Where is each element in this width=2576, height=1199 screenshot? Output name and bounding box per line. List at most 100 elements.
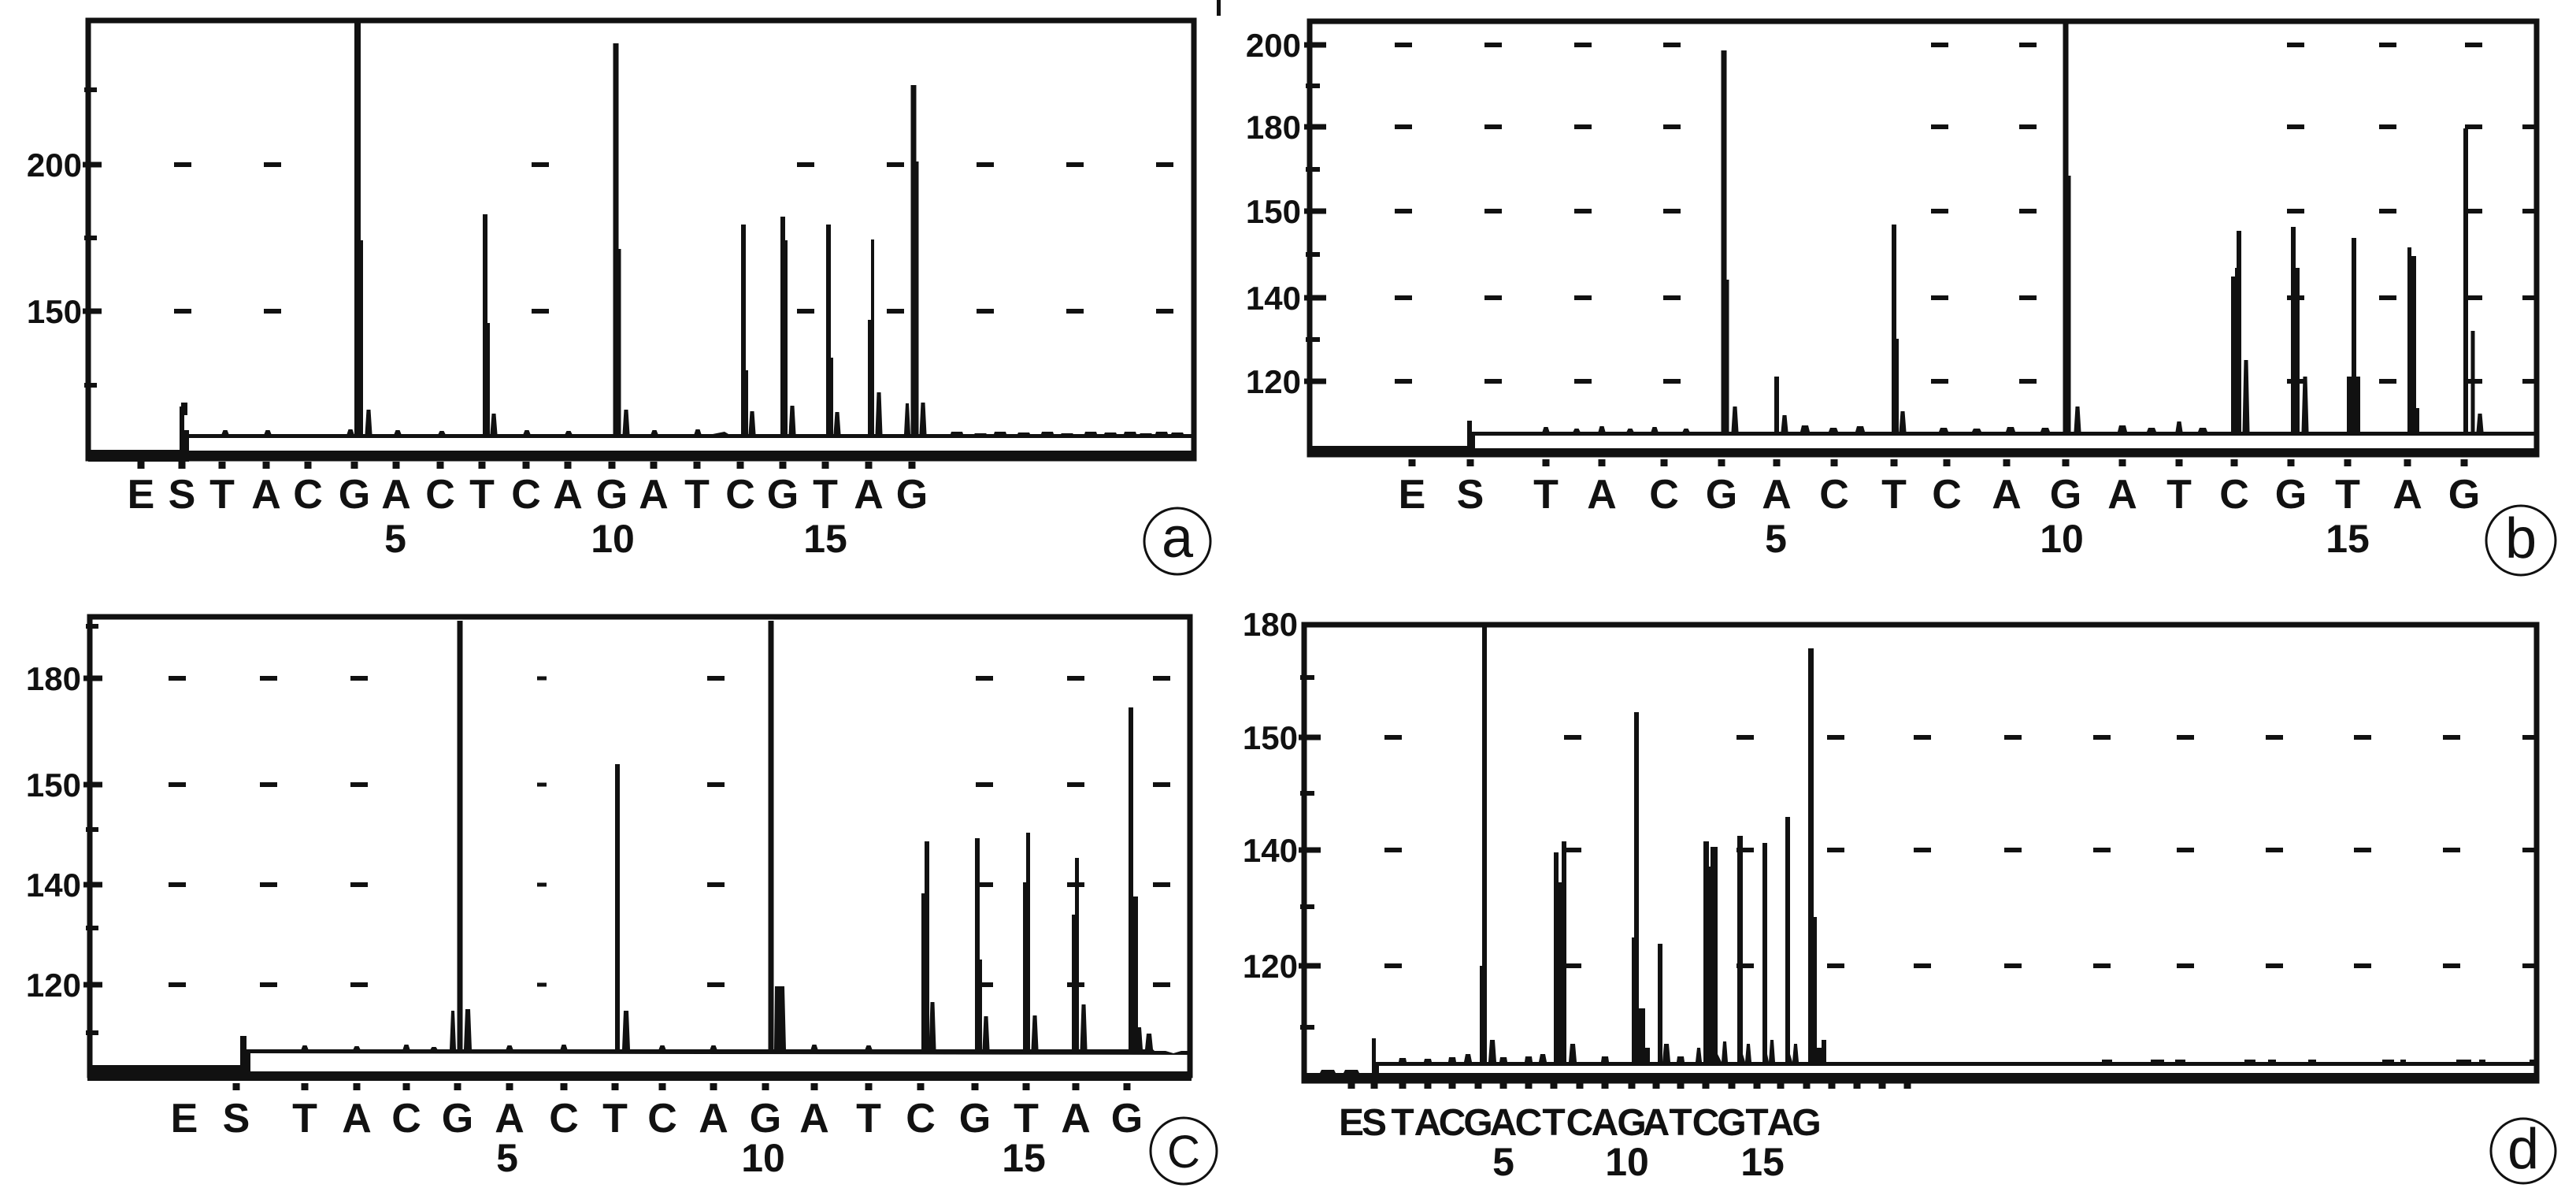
svg-text:150: 150 [26,767,81,804]
svg-text:A: A [1643,1102,1670,1144]
svg-text:C: C [425,472,455,518]
svg-text:A: A [1762,472,1792,518]
svg-text:C: C [293,472,323,518]
svg-text:G: G [750,1096,781,1141]
svg-text:5: 5 [1492,1140,1514,1184]
svg-text:G: G [1617,1102,1646,1144]
svg-text:10: 10 [2040,517,2084,561]
svg-text:140: 140 [1243,832,1298,869]
svg-text:G: G [1717,1102,1746,1144]
svg-text:140: 140 [1246,280,1301,317]
svg-text:S: S [1362,1102,1387,1144]
svg-text:S: S [169,472,196,518]
svg-text:C: C [511,472,541,518]
svg-text:G: G [2448,472,2480,518]
svg-text:T: T [2335,472,2360,518]
svg-text:180: 180 [1243,606,1298,643]
svg-text:T: T [856,1096,881,1141]
svg-text:150: 150 [1246,193,1301,230]
svg-text:5: 5 [1765,517,1787,561]
svg-text:10: 10 [591,517,635,561]
svg-text:A: A [553,472,583,518]
svg-text:A: A [1061,1096,1091,1141]
svg-text:T: T [602,1096,628,1141]
svg-text:C: C [2219,472,2249,518]
svg-text:C: C [1692,1102,1720,1144]
svg-text:C: C [906,1096,936,1141]
svg-text:15: 15 [1002,1136,1046,1180]
svg-text:150: 150 [27,293,82,330]
svg-text:C: C [549,1096,579,1141]
svg-text:T: T [209,472,235,518]
svg-text:A: A [1490,1102,1518,1144]
svg-text:A: A [1414,1102,1442,1144]
svg-text:C: C [1819,472,1849,518]
svg-text:b: b [2505,507,2537,570]
svg-text:T: T [1391,1102,1414,1144]
svg-text:C: C [725,472,755,518]
svg-text:E: E [171,1096,198,1141]
svg-text:E: E [1399,472,1426,518]
svg-text:C: C [647,1096,677,1141]
svg-text:A: A [1587,472,1617,518]
svg-text:A: A [342,1096,372,1141]
svg-text:15: 15 [803,517,847,561]
svg-text:C: C [391,1096,421,1141]
svg-text:C: C [1932,472,1962,518]
svg-text:C: C [1566,1102,1594,1144]
svg-text:A: A [381,472,411,518]
svg-text:5: 5 [496,1136,518,1180]
svg-text:E: E [128,472,155,518]
svg-text:140: 140 [26,867,81,904]
svg-text:G: G [1111,1096,1143,1141]
svg-text:G: G [896,472,928,518]
svg-text:T: T [1533,472,1559,518]
svg-text:T: T [292,1096,317,1141]
svg-text:G: G [339,472,370,518]
svg-text:E: E [1339,1102,1364,1144]
svg-text:A: A [1592,1102,1619,1144]
svg-text:180: 180 [26,660,81,697]
svg-text:10: 10 [1605,1140,1649,1184]
svg-text:T: T [2166,472,2192,518]
svg-text:d: d [2507,1118,2539,1181]
svg-text:T: T [1881,472,1907,518]
svg-text:T: T [1669,1102,1692,1144]
svg-text:200: 200 [1246,27,1301,64]
svg-text:A: A [854,472,884,518]
svg-text:10: 10 [741,1136,785,1180]
svg-text:C: C [1515,1102,1543,1144]
svg-text:G: G [1792,1102,1821,1144]
svg-text:S: S [223,1096,250,1141]
svg-text:S: S [1457,472,1484,518]
svg-text:200: 200 [27,147,82,184]
svg-text:G: G [767,472,799,518]
svg-text:a: a [1162,507,1194,570]
svg-text:T: T [469,472,495,518]
svg-text:120: 120 [1246,363,1301,400]
svg-text:180: 180 [1246,109,1301,146]
svg-text:C: C [1439,1102,1466,1144]
svg-text:G: G [1706,472,1737,518]
svg-text:150: 150 [1243,719,1298,756]
svg-text:T: T [813,472,838,518]
svg-text:A: A [799,1096,829,1141]
svg-text:5: 5 [384,517,406,561]
svg-text:15: 15 [1740,1140,1785,1184]
svg-text:C: C [1649,472,1679,518]
svg-text:A: A [495,1096,524,1141]
svg-text:G: G [1463,1102,1492,1144]
svg-text:A: A [1767,1102,1795,1144]
svg-text:15: 15 [2326,517,2370,561]
svg-text:A: A [251,472,281,518]
svg-text:G: G [2050,472,2081,518]
svg-text:G: G [2275,472,2307,518]
svg-text:A: A [1992,472,2022,518]
svg-text:T: T [1542,1102,1565,1144]
svg-text:T: T [1745,1102,1768,1144]
svg-text:T: T [1014,1096,1039,1141]
svg-text:C: C [1167,1127,1200,1178]
svg-text:G: G [596,472,628,518]
svg-text:T: T [684,472,710,518]
svg-text:120: 120 [1243,948,1298,985]
